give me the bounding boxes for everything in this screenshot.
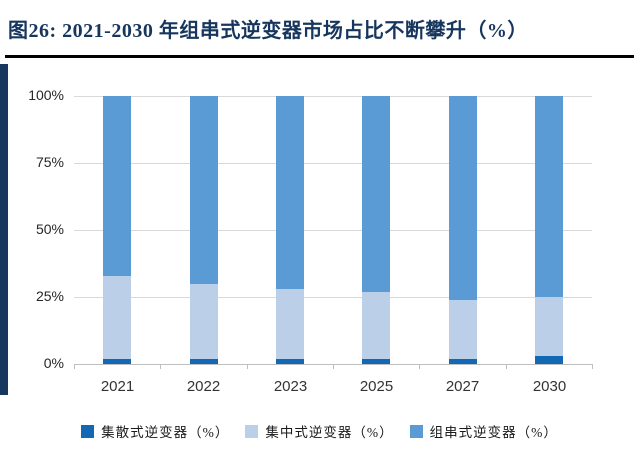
x-axis-tick [506, 364, 507, 369]
bar-segment-2023 [276, 359, 304, 364]
bar-segment-2021 [103, 359, 131, 364]
bar-segment-2027 [449, 300, 477, 359]
y-tick-label-25: 25% [35, 288, 64, 304]
bar-segment-2021 [103, 96, 131, 276]
bar-segment-2025 [362, 292, 390, 359]
x-tick-label-2023: 2023 [273, 378, 308, 395]
x-tick-label-2021: 2021 [100, 378, 135, 395]
x-axis-tick [247, 364, 248, 369]
x-axis-tick [419, 364, 420, 369]
x-axis-tick [160, 364, 161, 369]
y-tick-label-50: 50% [35, 221, 64, 237]
x-tick-label-2022: 2022 [186, 378, 221, 395]
legend-item-0: 集散式逆变器（%） [81, 421, 229, 441]
y-tick-label-100: 100% [28, 87, 64, 103]
legend-swatch-1 [245, 424, 259, 438]
legend-label-2: 组串式逆变器（%） [429, 425, 558, 440]
bar-segment-2027 [449, 96, 477, 300]
y-tick-label-75: 75% [35, 154, 64, 170]
figure-title: 图26: 2021-2030 年组串式逆变器市场占比不断攀升（%） [8, 20, 528, 42]
title-divider [5, 55, 634, 58]
gridline-25 [74, 297, 592, 298]
bar-segment-2025 [362, 359, 390, 364]
x-tick-label-2030: 2030 [532, 378, 567, 395]
legend-label-1: 集中式逆变器（%） [265, 425, 394, 440]
x-axis-tick [74, 364, 75, 369]
bar-segment-2023 [276, 289, 304, 359]
x-axis-tick [592, 364, 593, 369]
bar-segment-2022 [190, 359, 218, 364]
bar-segment-2030 [535, 297, 563, 356]
x-tick-label-2027: 2027 [445, 378, 480, 395]
x-axis-tick [333, 364, 334, 369]
bar-segment-2025 [362, 96, 390, 292]
gridline-100 [74, 96, 592, 97]
bar-segment-2022 [190, 96, 218, 284]
y-tick-label-0: 0% [43, 355, 64, 371]
legend-label-0: 集散式逆变器（%） [101, 425, 230, 440]
gridline-50 [74, 230, 592, 231]
gridline-75 [74, 163, 592, 164]
bar-segment-2022 [190, 284, 218, 359]
bar-segment-2023 [276, 96, 304, 289]
bar-segment-2030 [535, 356, 563, 364]
legend-swatch-2 [409, 424, 423, 438]
bar-segment-2030 [535, 96, 563, 297]
chart-legend: 集散式逆变器（%） 集中式逆变器（%） 组串式逆变器（%） [0, 421, 639, 441]
legend-item-2: 组串式逆变器（%） [409, 421, 558, 441]
bar-segment-2021 [103, 276, 131, 359]
legend-swatch-0 [81, 424, 95, 438]
left-accent-bar [0, 64, 8, 395]
bar-segment-2027 [449, 359, 477, 364]
x-tick-label-2025: 2025 [359, 378, 394, 395]
legend-item-1: 集中式逆变器（%） [245, 421, 393, 441]
